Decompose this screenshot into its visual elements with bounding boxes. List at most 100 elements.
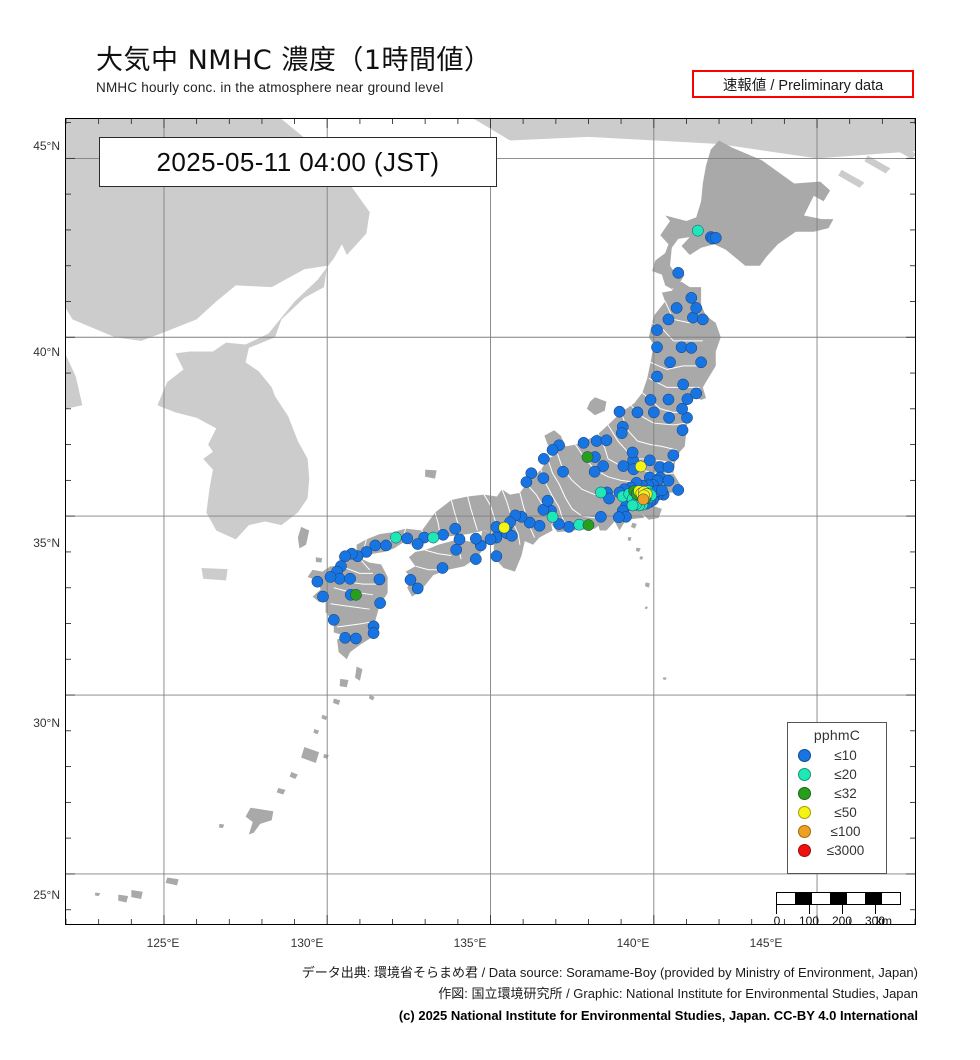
station-point[interactable] bbox=[603, 492, 615, 505]
station-point[interactable] bbox=[634, 460, 647, 473]
station-point[interactable] bbox=[691, 224, 704, 237]
station-point[interactable] bbox=[523, 516, 536, 529]
station-point[interactable] bbox=[675, 341, 688, 354]
station-point[interactable] bbox=[344, 572, 356, 585]
station-point[interactable] bbox=[685, 342, 698, 354]
station-point[interactable] bbox=[667, 449, 680, 462]
station-point[interactable] bbox=[677, 378, 689, 391]
station-point[interactable] bbox=[537, 453, 550, 465]
legend-item-2: ≤32 bbox=[788, 784, 886, 803]
station-point[interactable] bbox=[350, 588, 362, 601]
station-point[interactable] bbox=[546, 510, 559, 523]
station-point[interactable] bbox=[662, 313, 675, 326]
station-point[interactable] bbox=[404, 574, 417, 586]
legend-item-label: ≤50 bbox=[834, 805, 857, 820]
station-point[interactable] bbox=[690, 387, 703, 400]
station-point[interactable] bbox=[590, 435, 603, 447]
station-point[interactable] bbox=[577, 436, 590, 449]
station-point[interactable] bbox=[581, 451, 594, 463]
station-point[interactable] bbox=[563, 521, 575, 533]
station-point[interactable] bbox=[662, 474, 675, 487]
station-point[interactable] bbox=[626, 446, 639, 459]
station-point[interactable] bbox=[662, 393, 675, 406]
station-point[interactable] bbox=[595, 510, 607, 523]
station-point[interactable] bbox=[709, 231, 722, 244]
station-point[interactable] bbox=[533, 519, 546, 532]
station-point[interactable] bbox=[664, 356, 676, 369]
station-point[interactable] bbox=[311, 575, 324, 588]
station-point[interactable] bbox=[436, 562, 449, 574]
station-point[interactable] bbox=[647, 406, 660, 419]
station-point[interactable] bbox=[411, 582, 424, 595]
station-point[interactable] bbox=[317, 590, 329, 603]
station-point[interactable] bbox=[367, 627, 380, 639]
station-point[interactable] bbox=[644, 394, 657, 406]
kuril-island-0 bbox=[838, 169, 865, 188]
station-point[interactable] bbox=[449, 522, 462, 535]
station-point[interactable] bbox=[617, 460, 630, 472]
station-point[interactable] bbox=[339, 550, 351, 563]
station-point[interactable] bbox=[595, 486, 607, 499]
tokunoshima-shape bbox=[289, 771, 298, 780]
station-point[interactable] bbox=[546, 444, 559, 456]
station-point[interactable] bbox=[525, 467, 538, 480]
station-point[interactable] bbox=[681, 411, 693, 424]
station-point[interactable] bbox=[672, 266, 685, 279]
station-point[interactable] bbox=[324, 571, 337, 583]
map-plot-area[interactable]: 2025-05-11 04:00 (JST) pphmC ≤10 ≤20 ≤32 ≤5… bbox=[65, 118, 916, 925]
station-point[interactable] bbox=[670, 302, 683, 314]
station-point[interactable] bbox=[469, 553, 482, 565]
station-point[interactable] bbox=[643, 454, 656, 467]
nakanoshima-shape bbox=[333, 698, 341, 706]
station-point[interactable] bbox=[676, 424, 689, 437]
station-point[interactable] bbox=[597, 460, 609, 472]
station-point[interactable] bbox=[389, 531, 402, 544]
station-point[interactable] bbox=[411, 538, 424, 550]
station-point[interactable] bbox=[450, 543, 463, 556]
station-point[interactable] bbox=[505, 529, 518, 542]
station-point[interactable] bbox=[651, 370, 663, 383]
station-point[interactable] bbox=[656, 484, 668, 497]
station-point[interactable] bbox=[685, 292, 698, 304]
station-point[interactable] bbox=[469, 532, 482, 545]
station-point[interactable] bbox=[626, 499, 639, 512]
station-point[interactable] bbox=[681, 393, 694, 405]
station-point[interactable] bbox=[373, 573, 386, 586]
iki-island-shape bbox=[315, 557, 323, 563]
station-point[interactable] bbox=[374, 597, 386, 609]
station-point[interactable] bbox=[662, 461, 675, 473]
station-point[interactable] bbox=[613, 405, 626, 418]
station-point[interactable] bbox=[541, 494, 554, 507]
station-point[interactable] bbox=[380, 539, 392, 552]
station-point[interactable] bbox=[498, 521, 511, 534]
station-point[interactable] bbox=[696, 313, 709, 326]
station-point[interactable] bbox=[690, 302, 703, 314]
station-point[interactable] bbox=[631, 406, 644, 419]
station-point[interactable] bbox=[557, 465, 569, 478]
station-point[interactable] bbox=[663, 411, 675, 424]
station-point[interactable] bbox=[637, 493, 650, 506]
station-point[interactable] bbox=[327, 614, 340, 626]
station-point[interactable] bbox=[437, 528, 449, 541]
station-point[interactable] bbox=[339, 631, 351, 644]
station-point[interactable] bbox=[615, 427, 628, 439]
station-point[interactable] bbox=[588, 465, 601, 478]
station-point[interactable] bbox=[651, 341, 663, 354]
station-point[interactable] bbox=[582, 519, 595, 531]
station-point[interactable] bbox=[350, 632, 362, 645]
station-point[interactable] bbox=[600, 434, 613, 447]
footer-copyright: (c) 2025 National Institute for Environm… bbox=[398, 1008, 918, 1023]
station-point[interactable] bbox=[490, 550, 503, 563]
station-point[interactable] bbox=[695, 356, 707, 369]
station-point[interactable] bbox=[427, 531, 440, 544]
station-point[interactable] bbox=[651, 324, 663, 336]
station-point[interactable] bbox=[612, 511, 625, 524]
station-point[interactable] bbox=[537, 472, 550, 485]
station-point[interactable] bbox=[520, 476, 533, 488]
station-point[interactable] bbox=[676, 402, 688, 415]
station-point[interactable] bbox=[484, 533, 497, 546]
station-point[interactable] bbox=[672, 484, 685, 496]
station-point[interactable] bbox=[401, 532, 414, 545]
station-point[interactable] bbox=[369, 539, 382, 552]
station-point[interactable] bbox=[453, 533, 466, 546]
